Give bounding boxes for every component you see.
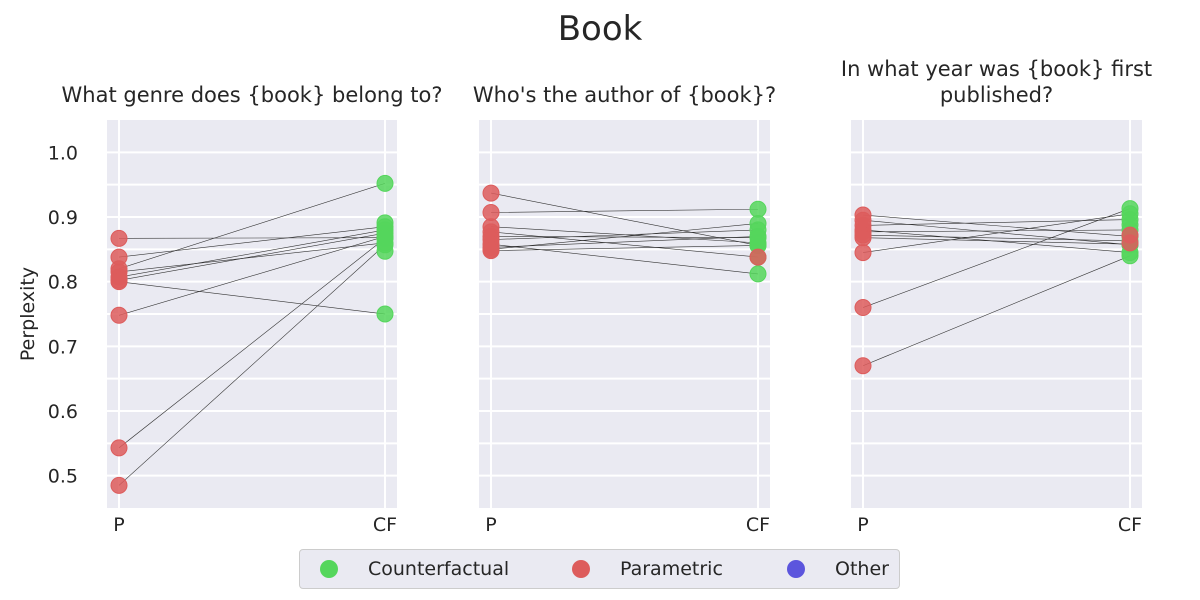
- pair-line: [862, 213, 1131, 253]
- panel-title: In what year was {book} first: [841, 57, 1152, 81]
- x-tick-label: P: [857, 514, 868, 536]
- x-tick-label: CF: [746, 514, 770, 536]
- pair-line: [862, 234, 1131, 242]
- counterfactual-point: [376, 305, 394, 323]
- parametric-point: [110, 439, 128, 457]
- panel-title: published?: [940, 83, 1053, 107]
- x-tick-label: P: [485, 514, 496, 536]
- y-tick-label: 1.0: [48, 142, 78, 164]
- counterfactual-point: [376, 214, 394, 232]
- legend-marker-counterfactual: [320, 560, 338, 578]
- pair-line: [490, 192, 759, 246]
- pair-line: [490, 231, 759, 258]
- counterfactual-point: [749, 200, 767, 218]
- legend-item-counterfactual: Counterfactual: [320, 558, 509, 580]
- legend-marker-parametric: [572, 560, 590, 578]
- legend-item-other: Other: [787, 558, 889, 580]
- parametric-point: [482, 203, 500, 221]
- pair-line: [490, 243, 759, 275]
- pair-line: [118, 281, 386, 315]
- parametric-point: [749, 248, 767, 266]
- y-tick-label: 0.9: [48, 207, 78, 229]
- legend-marker-other: [787, 560, 805, 578]
- legend-label-parametric: Parametric: [620, 558, 723, 580]
- pair-line: [862, 214, 1131, 237]
- panel-title: What genre does {book} belong to?: [62, 83, 443, 107]
- x-tick-label: CF: [373, 514, 397, 536]
- pair-line: [490, 208, 759, 213]
- counterfactual-point: [1121, 200, 1139, 218]
- parametric-point: [854, 299, 872, 317]
- pair-line: [862, 237, 1131, 245]
- y-tick-label: 0.7: [48, 336, 78, 358]
- parametric-point: [482, 184, 500, 202]
- pair-line: [118, 236, 386, 316]
- counterfactual-point: [749, 265, 767, 283]
- pair-line: [862, 219, 1131, 226]
- pair-line: [490, 223, 759, 250]
- legend-item-parametric: Parametric: [572, 558, 723, 580]
- parametric-point: [854, 244, 872, 262]
- counterfactual-point: [376, 242, 394, 260]
- pair-line: [118, 232, 386, 281]
- counterfactual-point: [376, 174, 394, 192]
- y-tick-label: 0.8: [48, 272, 78, 294]
- pair-line: [118, 238, 386, 449]
- counterfactual-point: [749, 214, 767, 232]
- pair-line: [862, 208, 1131, 308]
- chart-title: Book: [558, 9, 643, 49]
- pair-line: [862, 229, 1131, 233]
- pair-line: [118, 226, 386, 258]
- parametric-point: [110, 306, 128, 324]
- parametric-point: [110, 273, 128, 291]
- legend-label-counterfactual: Counterfactual: [368, 558, 510, 580]
- y-tick-label: 0.6: [48, 401, 78, 423]
- y-axis-label: Perplexity: [17, 267, 39, 361]
- pair-line: [118, 229, 386, 278]
- legend-label-other: Other: [835, 558, 889, 580]
- parametric-point: [482, 242, 500, 260]
- pair-line: [490, 236, 759, 238]
- parametric-point: [110, 229, 128, 247]
- parametric-point: [110, 476, 128, 494]
- pair-line: [490, 236, 759, 248]
- panel-2: Who's the author of {book}? P CF: [473, 83, 776, 536]
- pair-line: [862, 255, 1131, 367]
- panel-1: What genre does {book} belong to? P CF: [62, 83, 443, 536]
- y-tick-label: 0.5: [48, 466, 78, 488]
- x-tick-label: CF: [1118, 514, 1142, 536]
- pair-line: [490, 229, 759, 240]
- parametric-point: [854, 357, 872, 375]
- pair-line: [862, 229, 1131, 253]
- parametric-point: [1121, 234, 1139, 252]
- pair-line: [490, 245, 759, 251]
- pair-line: [118, 244, 386, 486]
- pair-line: [118, 183, 386, 270]
- parametric-point: [854, 229, 872, 247]
- legend: Counterfactual Parametric Other: [299, 549, 900, 589]
- x-tick-label: P: [113, 514, 124, 536]
- pair-line: [118, 242, 386, 273]
- panel-title: Who's the author of {book}?: [473, 83, 776, 107]
